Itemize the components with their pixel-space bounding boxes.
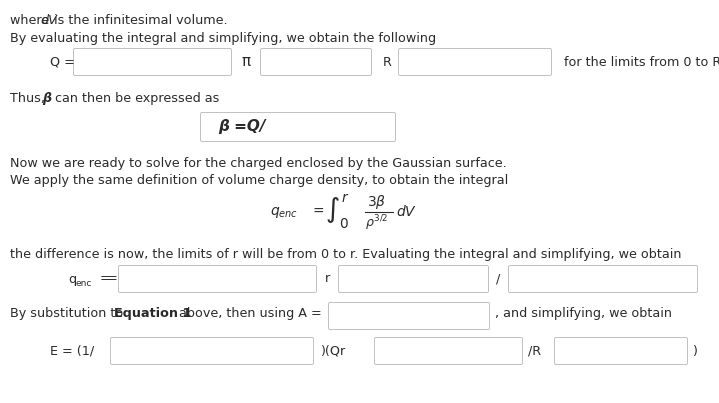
Text: $\rho^{3/2}$: $\rho^{3/2}$ xyxy=(365,213,388,233)
Text: can then be expressed as: can then be expressed as xyxy=(51,92,219,105)
FancyBboxPatch shape xyxy=(375,337,523,364)
Text: β: β xyxy=(42,92,51,105)
Text: Equation 1: Equation 1 xyxy=(114,307,191,320)
FancyBboxPatch shape xyxy=(111,337,313,364)
Text: π: π xyxy=(242,54,251,69)
Text: We apply the same definition of volume charge density, to obtain the integral: We apply the same definition of volume c… xyxy=(10,174,508,187)
FancyBboxPatch shape xyxy=(119,266,316,293)
FancyBboxPatch shape xyxy=(201,112,395,141)
Text: By substitution to: By substitution to xyxy=(10,307,127,320)
Text: β =Q/: β =Q/ xyxy=(218,120,265,135)
Text: above, then using A =: above, then using A = xyxy=(175,307,321,320)
FancyBboxPatch shape xyxy=(508,266,697,293)
Text: =: = xyxy=(312,205,324,219)
FancyBboxPatch shape xyxy=(73,48,232,75)
Text: Now we are ready to solve for the charged enclosed by the Gaussian surface.: Now we are ready to solve for the charge… xyxy=(10,157,507,170)
Text: q: q xyxy=(68,272,76,285)
Text: =: = xyxy=(96,272,111,285)
Text: E = (1/: E = (1/ xyxy=(50,345,94,357)
Text: is the infinitesimal volume.: is the infinitesimal volume. xyxy=(50,14,228,27)
Text: =: = xyxy=(107,272,118,285)
Text: $\int_0^r$: $\int_0^r$ xyxy=(325,193,350,231)
Text: $dV$: $dV$ xyxy=(396,204,417,220)
Text: Thus,: Thus, xyxy=(10,92,49,105)
Text: ): ) xyxy=(692,345,697,357)
FancyBboxPatch shape xyxy=(554,337,687,364)
Text: /: / xyxy=(496,272,500,285)
FancyBboxPatch shape xyxy=(398,48,551,75)
FancyBboxPatch shape xyxy=(260,48,372,75)
Text: )(Qr: )(Qr xyxy=(320,345,345,357)
Text: for the limits from 0 to R: for the limits from 0 to R xyxy=(564,56,719,69)
Text: /R: /R xyxy=(528,345,541,357)
Text: By evaluating the integral and simplifying, we obtain the following: By evaluating the integral and simplifyi… xyxy=(10,32,436,45)
Text: where: where xyxy=(10,14,53,27)
Text: r: r xyxy=(325,272,330,285)
Text: $q_{enc}$: $q_{enc}$ xyxy=(270,204,298,220)
Text: enc: enc xyxy=(76,280,92,289)
Text: R: R xyxy=(383,56,392,69)
FancyBboxPatch shape xyxy=(329,303,490,330)
Text: the difference is now, the limits of r will be from 0 to r. Evaluating the integ: the difference is now, the limits of r w… xyxy=(10,248,682,261)
Text: dV: dV xyxy=(40,14,58,27)
Text: Q =: Q = xyxy=(50,56,75,69)
Text: , and simplifying, we obtain: , and simplifying, we obtain xyxy=(495,307,672,320)
Text: $3\beta$: $3\beta$ xyxy=(367,193,386,211)
FancyBboxPatch shape xyxy=(339,266,488,293)
